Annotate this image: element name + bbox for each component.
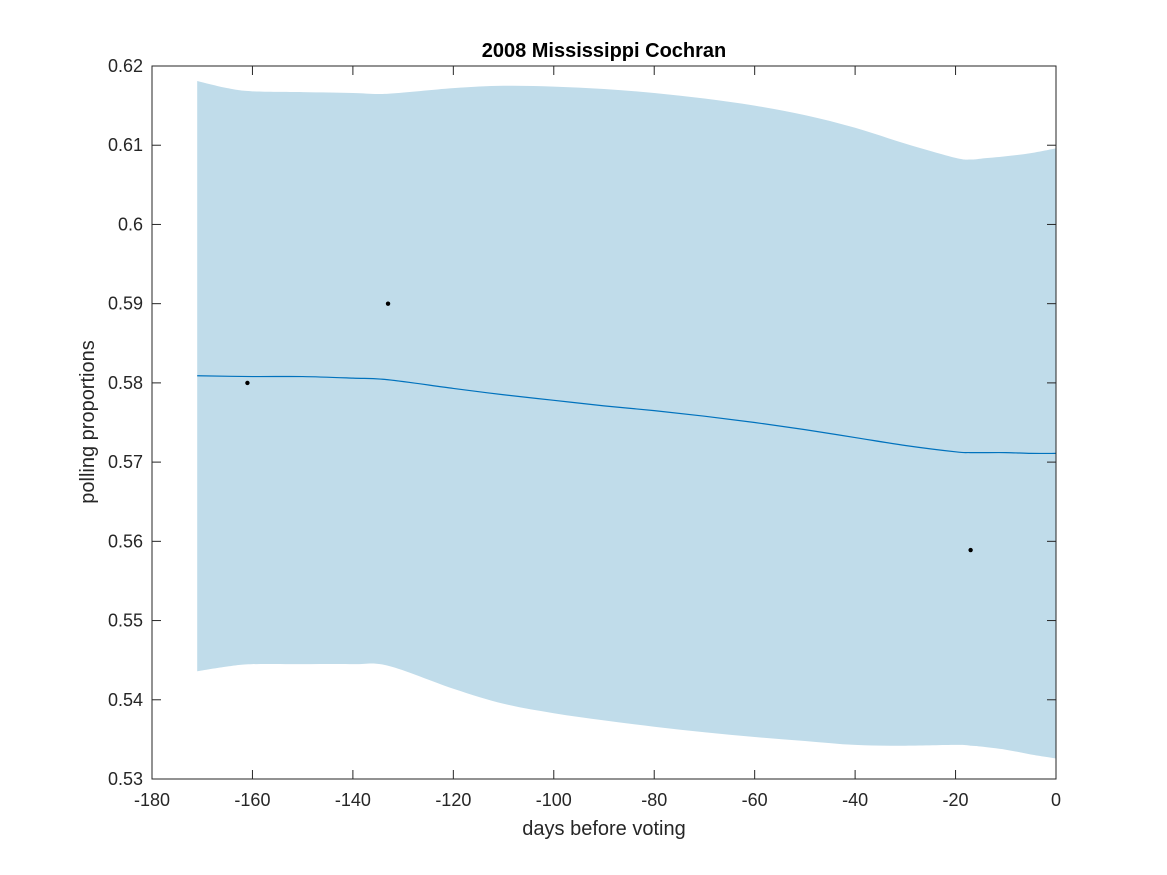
confidence-band-layer [197, 81, 1056, 759]
y-tick-label: 0.58 [108, 373, 143, 393]
y-tick-label: 0.54 [108, 690, 143, 710]
y-tick-label: 0.61 [108, 135, 143, 155]
y-tick-label: 0.53 [108, 769, 143, 789]
trend-line-layer [197, 375, 1057, 455]
y-tick-label: 0.59 [108, 294, 143, 314]
poll-points-layer [245, 301, 973, 553]
poll-point [968, 547, 973, 553]
x-tick-label: -120 [435, 790, 471, 810]
x-tick-label: -100 [536, 790, 572, 810]
x-tick-label: 0 [1051, 790, 1061, 810]
confidence-band [197, 81, 1056, 759]
chart-title: 2008 Mississippi Cochran [482, 40, 727, 62]
x-tick-label: -160 [234, 790, 270, 810]
x-tick-label: -180 [134, 790, 170, 810]
x-tick-label: -20 [943, 790, 969, 810]
y-tick-label: 0.57 [108, 452, 143, 472]
x-tick-label: -80 [641, 790, 667, 810]
y-axis-ticks: 0.53 0.54 0.55 0.56 0.57 0.58 0.59 0.6 0.61 0.62 [108, 56, 1056, 789]
trend-line [197, 375, 1057, 455]
poll-point [385, 301, 391, 306]
y-tick-label: 0.6 [118, 214, 143, 234]
x-tick-label: -60 [742, 790, 768, 810]
y-tick-label: 0.55 [108, 611, 143, 631]
y-tick-label: 0.62 [108, 56, 143, 76]
x-tick-label: -140 [335, 790, 371, 810]
x-axis-ticks: -180 -160 -140 -120 -100 -80 -60 -40 -20 0 [134, 66, 1061, 810]
x-axis-label: days before voting [522, 818, 685, 840]
y-tick-label: 0.56 [108, 531, 143, 551]
plot-frame [151, 65, 1057, 780]
y-axis-label: polling proportions [77, 340, 99, 503]
x-tick-label: -40 [842, 790, 868, 810]
poll-point [245, 380, 250, 386]
